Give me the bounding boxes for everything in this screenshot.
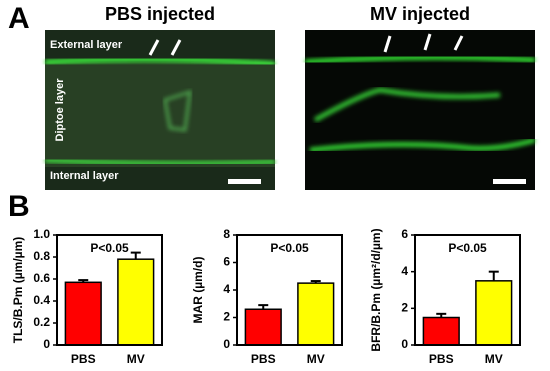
y-tick-label: 1.0 [33,227,50,241]
y-tick-label: 0 [223,337,230,351]
y-tick-label: 4 [223,282,230,296]
bar [422,316,460,346]
y-tick-label: 2 [223,310,230,324]
annotation: P<0.05 [448,241,487,255]
panel-title: MV injected [370,4,470,24]
layer-label: Internal layer [50,170,119,182]
plot-frame [56,234,163,346]
y-tick-label: 4 [401,264,408,278]
y-tick-label: 0 [401,337,408,351]
annotation: P<0.05 [270,241,309,255]
micrograph-right [304,30,536,190]
y-tick-label: 0.2 [33,315,50,329]
y-tick-label: 8 [223,227,230,241]
y-tick-label: 0.6 [33,271,50,285]
panel-title: PBS injected [105,4,215,24]
bar [64,281,102,346]
x-tick-label: PBS [429,352,454,366]
y-tick-label: 0.8 [33,249,50,263]
y-tick-label: 6 [223,255,230,269]
x-tick-label: PBS [71,352,96,366]
panel-letter: A [8,2,30,35]
x-tick-label: MV [127,352,145,366]
bar [117,258,155,346]
x-tick-label: MV [307,352,325,366]
layer-label: External layer [50,39,123,51]
bar [244,308,282,346]
bar [297,282,335,346]
y-tick-label: 6 [401,227,408,241]
y-axis-label: TLS/B.Pm (µm/µm) [11,237,25,344]
y-tick-label: 0.4 [33,293,50,307]
y-axis-label: MAR (µm/d) [191,257,205,324]
y-tick-label: 2 [401,301,408,315]
bar [475,280,513,346]
micrograph-left [44,30,276,190]
y-axis-label: BFR/B.Pm (µm²/d/µm) [369,228,383,351]
x-tick-label: PBS [251,352,276,366]
layer-label: Diptoe layer [54,78,66,142]
x-tick-label: MV [485,352,503,366]
y-tick-label: 0 [43,337,50,351]
plot-frame [236,234,343,346]
annotation: P<0.05 [90,241,129,255]
plot-frame [414,234,521,346]
panel-letter: B [8,190,30,223]
